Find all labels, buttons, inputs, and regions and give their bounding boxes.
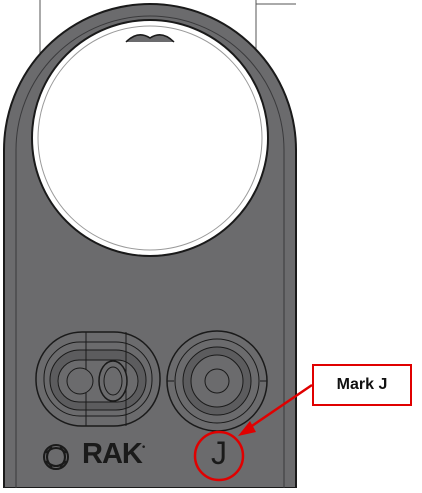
rak-logo-icon	[43, 444, 69, 470]
rak-logo-text: RAK	[82, 438, 143, 470]
callout-arrow-head	[238, 421, 256, 436]
callout-label: Mark J	[312, 364, 412, 406]
large-hole-inner-ring	[37, 25, 263, 251]
registered-mark: •	[141, 443, 147, 453]
callout-arrow-line	[245, 383, 313, 432]
plate-inner-outline	[15, 15, 285, 488]
round-port	[166, 330, 268, 432]
mark-highlight-circle	[193, 430, 245, 482]
hole-notch	[125, 34, 175, 43]
large-hole	[31, 19, 269, 257]
mark-j-letter: J	[211, 435, 227, 471]
oval-port	[35, 331, 161, 427]
